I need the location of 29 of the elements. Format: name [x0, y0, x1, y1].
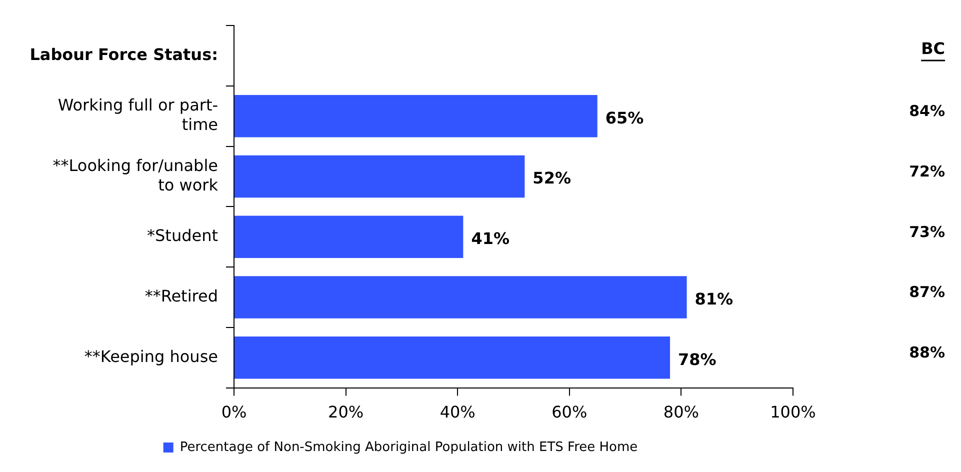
data-label: 65% [605, 108, 644, 128]
bar [234, 155, 525, 198]
data-label: 78% [678, 350, 716, 369]
bar [234, 336, 670, 379]
y-tick-label: **Retired [144, 286, 218, 306]
y-tick-label: Working full or part-time [58, 96, 218, 134]
y-tick-label: **Looking for/unable to work [52, 156, 219, 194]
bar [234, 276, 687, 318]
x-tick-label: 80% [663, 402, 699, 422]
x-tick-label: 100% [770, 402, 816, 422]
text: 87% [909, 283, 945, 302]
text: 73% [909, 222, 945, 241]
data-label: 52% [532, 168, 571, 188]
x-tick-label: 40% [440, 402, 476, 422]
y-axis-title: Labour Force Status: [30, 44, 218, 64]
data-label: 41% [471, 229, 510, 248]
y-tick-label: *Student [147, 226, 218, 246]
bar [234, 95, 598, 138]
text: 88% [909, 344, 945, 362]
x-tick-label: 20% [328, 402, 364, 422]
y-tick-label: **Keeping house [84, 346, 218, 366]
bar [234, 216, 464, 258]
legend-label: Percentage of Non-Smoking Aboriginal Population with ETS Free Home [180, 440, 638, 455]
x-tick-label: 60% [552, 402, 588, 422]
data-label: 81% [694, 289, 734, 308]
text: 84% [909, 102, 945, 120]
x-tick-label: 0% [221, 402, 247, 422]
text: 72% [909, 162, 945, 180]
text: BC [921, 38, 945, 58]
